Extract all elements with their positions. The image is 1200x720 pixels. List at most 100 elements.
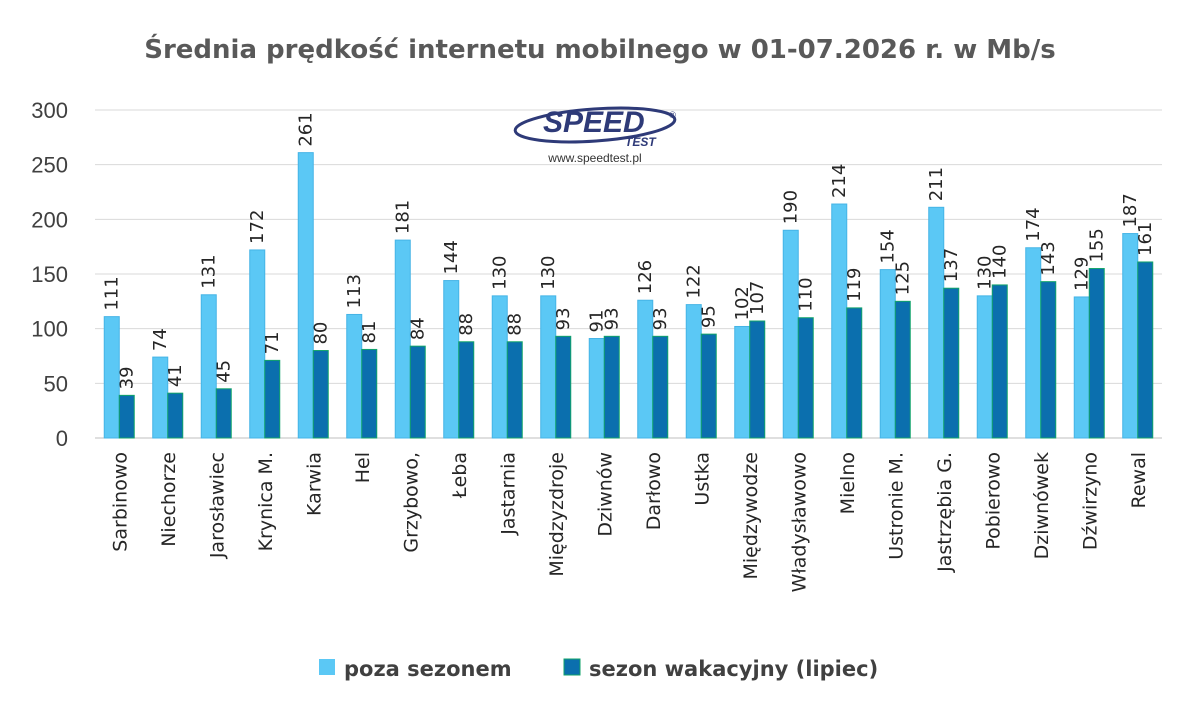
x-tick-label: Ustronie M. xyxy=(885,452,907,560)
bar-off-season xyxy=(443,280,460,439)
bar-summer xyxy=(458,341,475,439)
bar-summer xyxy=(652,335,669,439)
y-tick-label: 100 xyxy=(31,317,68,342)
bar-summer xyxy=(700,333,717,439)
data-label-summer: 88 xyxy=(505,313,526,336)
data-label-summer: 45 xyxy=(214,360,235,383)
data-label-off-season: 144 xyxy=(441,240,462,274)
bar-off-season xyxy=(249,249,266,439)
x-tick-label: Jastrzębia G. xyxy=(934,452,956,573)
x-tick-label: Hel xyxy=(352,452,374,483)
y-tick-label: 150 xyxy=(31,262,68,287)
data-label-summer: 107 xyxy=(747,281,768,315)
x-axis-ticks: Sarbinowo Niechorze Jarosławiec Krynica M. K… xyxy=(109,452,1150,592)
legend-swatch-off-season xyxy=(319,659,335,675)
x-tick-label: Międzyzdroje xyxy=(546,452,568,577)
data-label-summer: 95 xyxy=(699,305,720,328)
x-tick-label: Krynica M. xyxy=(255,452,277,551)
data-label-summer: 84 xyxy=(408,317,429,340)
bar-summer xyxy=(603,335,620,439)
data-label-off-season: 211 xyxy=(926,167,947,201)
bar-off-season xyxy=(831,203,848,439)
x-tick-label: Pobierowo xyxy=(982,452,1004,550)
legend-swatch-summer xyxy=(563,658,581,676)
speedtest-logo: SPEED TEST ® www.speedtest.pl xyxy=(513,106,677,165)
data-label-off-season: 91 xyxy=(587,310,608,333)
y-tick-label: 200 xyxy=(31,207,68,232)
x-tick-label: Dźwirzyno xyxy=(1079,452,1101,550)
bar-off-season xyxy=(588,338,605,439)
data-labels: 111 39 74 41 131 45 172 71 261 80 113 81 181 84 144 88 1… xyxy=(102,112,1157,389)
chart-title: Średnia prędkość internetu mobilnego w 0… xyxy=(144,33,1055,65)
bar-summer xyxy=(312,350,329,439)
data-label-summer: 137 xyxy=(941,248,962,282)
data-label-off-season: 187 xyxy=(1120,193,1141,227)
bar-summer xyxy=(943,287,960,439)
data-label-off-season: 261 xyxy=(296,112,317,146)
y-tick-label: 50 xyxy=(44,371,68,396)
data-label-off-season: 154 xyxy=(878,229,899,263)
data-label-summer: 93 xyxy=(553,307,574,330)
x-tick-label: Dziwnówek xyxy=(1031,452,1053,559)
data-label-summer: 80 xyxy=(311,322,332,345)
x-tick-label: Władysławowo xyxy=(788,452,810,592)
x-tick-label: Grzybowo, xyxy=(400,452,422,553)
x-tick-label: Rewal xyxy=(1128,452,1150,509)
data-label-off-season: 126 xyxy=(635,260,656,294)
bar-summer xyxy=(555,335,572,439)
bar-summer xyxy=(894,300,911,439)
bar-summer xyxy=(264,359,281,439)
data-label-summer: 140 xyxy=(990,245,1011,279)
data-label-off-season: 214 xyxy=(829,164,850,198)
bar-off-season xyxy=(103,316,120,439)
bars xyxy=(103,152,1154,439)
y-tick-label: 300 xyxy=(31,98,68,123)
data-label-summer: 155 xyxy=(1087,228,1108,262)
data-label-summer: 119 xyxy=(844,268,865,302)
x-tick-label: Darłowo xyxy=(643,452,665,530)
bar-summer xyxy=(215,388,232,439)
data-label-off-season: 172 xyxy=(247,210,268,244)
x-tick-label: Mielno xyxy=(837,452,859,514)
y-axis-ticks: 0 50 100 150 200 250 300 xyxy=(31,98,68,451)
bar-off-season xyxy=(200,294,217,439)
x-tick-label: Ustka xyxy=(691,452,713,506)
logo-url: www.speedtest.pl xyxy=(547,151,641,165)
x-tick-label: Sarbinowo xyxy=(109,452,131,552)
x-tick-label: Międzywodze xyxy=(740,452,762,580)
legend: poza sezonem sezon wakacyjny (lipiec) xyxy=(319,657,878,681)
data-label-off-season: 130 xyxy=(975,256,996,290)
logo-swoosh-icon xyxy=(513,106,677,144)
bar-summer xyxy=(846,307,863,439)
bar-summer xyxy=(167,392,184,439)
bar-summer xyxy=(749,320,766,439)
bar-off-season xyxy=(734,325,751,439)
data-label-off-season: 131 xyxy=(199,254,220,288)
data-label-off-season: 102 xyxy=(732,286,753,320)
legend-label-off-season: poza sezonem xyxy=(344,657,512,681)
bar-summer xyxy=(118,394,135,439)
data-label-off-season: 190 xyxy=(781,190,802,224)
bar-summer xyxy=(1040,281,1057,439)
data-label-summer: 71 xyxy=(262,331,283,354)
x-tick-label: Karwia xyxy=(303,452,325,516)
data-label-off-season: 181 xyxy=(393,200,414,234)
bar-off-season xyxy=(976,295,993,439)
logo-brand-sub: TEST xyxy=(625,135,657,149)
data-label-summer: 93 xyxy=(650,307,671,330)
data-label-off-season: 122 xyxy=(684,264,705,298)
bar-summer xyxy=(991,284,1008,439)
bar-off-season xyxy=(1073,296,1090,439)
legend-label-summer: sezon wakacyjny (lipiec) xyxy=(589,657,878,681)
bar-off-season xyxy=(782,229,799,439)
x-tick-label: Jarosławiec xyxy=(206,452,228,559)
y-tick-label: 250 xyxy=(31,153,68,178)
x-tick-label: Łeba xyxy=(449,452,471,499)
data-label-off-season: 113 xyxy=(344,274,365,308)
data-label-off-season: 130 xyxy=(538,256,559,290)
bar-off-season xyxy=(394,239,411,439)
data-label-off-season: 74 xyxy=(150,328,171,351)
bar-off-season xyxy=(1122,233,1139,439)
